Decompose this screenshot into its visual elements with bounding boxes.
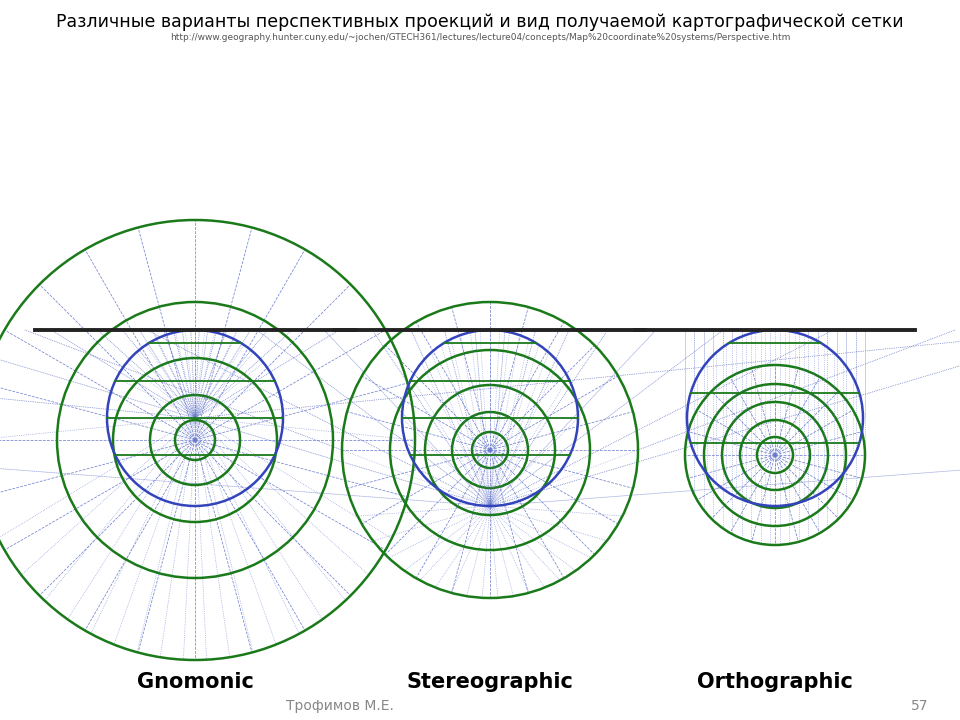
Text: Различные варианты перспективных проекций и вид получаемой картографической сетк: Различные варианты перспективных проекци… xyxy=(57,13,903,31)
Text: Трофимов М.Е.: Трофимов М.Е. xyxy=(286,699,394,713)
Text: 57: 57 xyxy=(911,699,928,713)
Text: Stereographic: Stereographic xyxy=(407,672,573,692)
Text: http://www.geography.hunter.cuny.edu/~jochen/GTECH361/lectures/lecture04/concept: http://www.geography.hunter.cuny.edu/~jo… xyxy=(170,32,790,42)
Text: Orthographic: Orthographic xyxy=(697,672,852,692)
Text: Gnomonic: Gnomonic xyxy=(136,672,253,692)
